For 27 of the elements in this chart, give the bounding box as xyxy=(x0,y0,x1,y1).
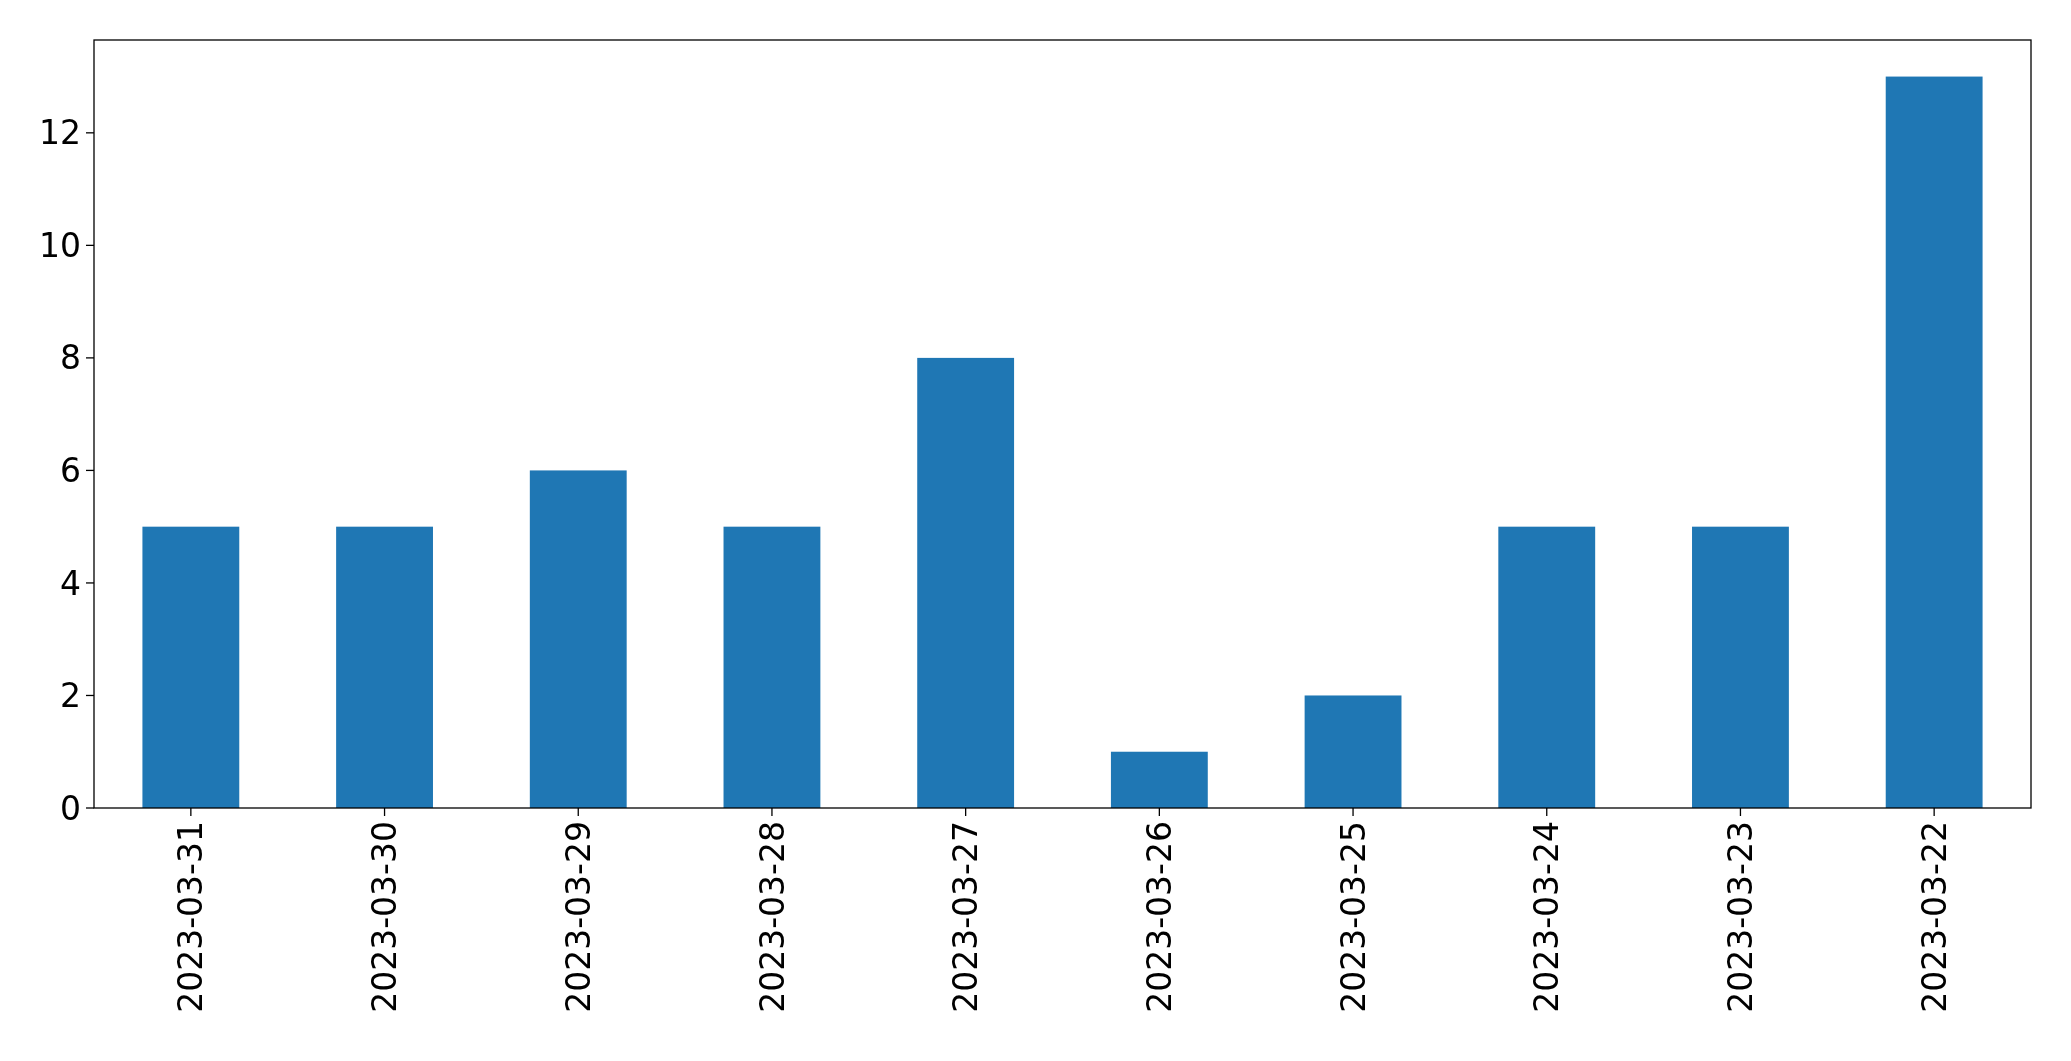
y-tick-label: 4 xyxy=(60,563,81,603)
x-tick-label: 2023-03-30 xyxy=(365,821,405,1013)
y-tick-label: 8 xyxy=(60,338,81,378)
bar xyxy=(917,357,1015,808)
bar xyxy=(723,526,821,808)
y-tick-label: 10 xyxy=(39,225,81,265)
x-tick-label: 2023-03-27 xyxy=(946,821,986,1013)
bar xyxy=(336,526,433,808)
x-tick-label: 2023-03-22 xyxy=(1914,821,1954,1013)
bar xyxy=(1304,695,1402,808)
x-tick-label: 2023-03-26 xyxy=(1139,821,1179,1013)
x-tick-label: 2023-03-31 xyxy=(171,821,211,1013)
bar xyxy=(1885,76,1983,808)
bar xyxy=(529,470,627,808)
x-tick-label: 2023-03-24 xyxy=(1527,821,1567,1013)
x-tick-label: 2023-03-28 xyxy=(752,821,792,1013)
y-tick-label: 6 xyxy=(60,450,81,490)
bar xyxy=(1498,526,1596,808)
y-tick-label: 12 xyxy=(39,113,81,153)
x-tick-label: 2023-03-29 xyxy=(558,821,598,1013)
y-tick-label: 0 xyxy=(60,788,81,828)
bar xyxy=(142,526,240,808)
bar xyxy=(1110,751,1208,808)
x-tick-label: 2023-03-25 xyxy=(1333,821,1373,1013)
bar xyxy=(1692,526,1789,808)
y-tick-label: 2 xyxy=(60,676,81,716)
x-tick-label: 2023-03-23 xyxy=(1721,821,1760,1013)
